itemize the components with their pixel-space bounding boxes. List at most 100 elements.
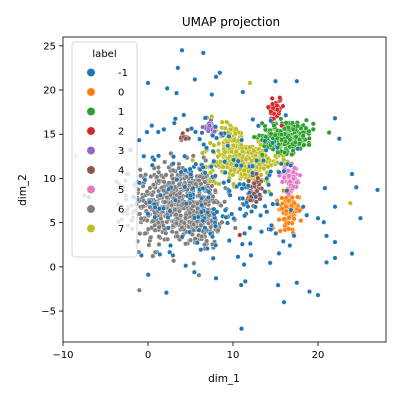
point-label-7 [243, 156, 249, 162]
point-label-6 [196, 272, 202, 278]
point-label--1 [136, 180, 142, 186]
point-label-7 [265, 164, 271, 170]
point-label--1 [235, 254, 241, 260]
point-label--1 [255, 123, 261, 129]
point-label--1 [295, 146, 301, 152]
point-label--1 [349, 171, 355, 177]
plot-frame [62, 36, 387, 343]
point-label-0 [291, 216, 297, 222]
point-label-1 [268, 131, 274, 137]
point-label--1 [239, 137, 245, 143]
point-label--1 [183, 201, 189, 207]
point-label-6 [232, 225, 238, 231]
point-label--1 [152, 204, 158, 210]
point-label-1 [306, 135, 312, 141]
point-label--1 [245, 183, 251, 189]
point-label-7 [207, 178, 213, 184]
point-label--1 [166, 186, 172, 192]
point-label-2 [277, 95, 283, 101]
point-label--1 [229, 211, 235, 217]
point-label-0 [295, 194, 301, 200]
point-label--1 [204, 245, 210, 251]
point-label-6 [152, 227, 158, 233]
point-label-7 [232, 131, 238, 137]
point-label--1 [267, 260, 273, 266]
point-label--1 [199, 130, 205, 136]
point-label--1 [151, 157, 157, 163]
point-label--1 [226, 238, 232, 244]
legend-label-2: 2 [118, 127, 124, 138]
y-tick-label: 25 [43, 41, 56, 52]
point-label--1 [165, 214, 171, 220]
point-label-6 [161, 188, 167, 194]
point-label-1 [278, 116, 284, 122]
point-label--1 [249, 170, 255, 176]
point-label-6 [192, 236, 198, 242]
chart-title: UMAP projection [182, 15, 280, 29]
point-label--1 [145, 80, 151, 86]
point-label--1 [164, 85, 170, 91]
point-label--1 [249, 208, 255, 214]
point-label--1 [231, 216, 237, 222]
x-axis-ticks: −10 0 10 20 [52, 342, 324, 361]
point-label-7 [209, 114, 215, 120]
point-label-6 [193, 181, 199, 187]
point-label--1 [155, 129, 161, 135]
point-label-6 [167, 192, 173, 198]
point-label-6 [177, 213, 183, 219]
point-label--1 [237, 206, 243, 212]
point-label-5 [285, 168, 291, 174]
point-label--1 [157, 251, 163, 257]
point-label-6 [219, 219, 225, 225]
point-label--1 [187, 193, 193, 199]
point-label--1 [238, 163, 244, 169]
point-label-6 [168, 150, 174, 156]
point-label--1 [152, 214, 158, 220]
point-label--1 [200, 185, 206, 191]
point-label-6 [140, 203, 146, 209]
point-label-0 [286, 226, 292, 232]
point-label--1 [270, 140, 276, 146]
point-label-6 [150, 253, 156, 259]
point-label-6 [155, 178, 161, 184]
legend-marker-7 [86, 224, 96, 233]
point-label-7 [251, 148, 257, 154]
y-tick-label: 0 [50, 262, 56, 273]
point-label--1 [264, 175, 270, 181]
point-label-6 [196, 177, 202, 183]
point-label--1 [213, 242, 219, 248]
point-label-6 [177, 190, 183, 196]
point-label-1 [292, 139, 298, 145]
point-label-6 [209, 183, 215, 189]
point-label--1 [173, 90, 179, 96]
point-label-1 [306, 142, 312, 148]
point-label--1 [174, 177, 180, 183]
point-label-5 [291, 175, 297, 181]
point-label-6 [162, 159, 168, 165]
point-label--1 [227, 192, 233, 198]
point-label-6 [162, 199, 168, 205]
point-label-7 [261, 166, 267, 172]
point-label--1 [210, 133, 216, 139]
point-label-2 [270, 101, 276, 107]
point-label--1 [273, 78, 279, 84]
point-label-6 [190, 203, 196, 209]
point-label-6 [152, 249, 158, 255]
point-label-1 [259, 120, 265, 126]
point-label--1 [192, 76, 198, 82]
point-label-6 [147, 204, 153, 210]
point-label-7 [211, 142, 217, 148]
point-label-0 [298, 218, 304, 224]
legend-label-0: 0 [118, 88, 124, 99]
point-label--1 [170, 154, 176, 160]
point-label-1 [290, 126, 296, 132]
point-label--1 [280, 238, 286, 244]
point-label--1 [165, 225, 171, 231]
point-label--1 [201, 141, 207, 147]
point-label--1 [167, 208, 173, 214]
point-label--1 [247, 241, 253, 247]
point-label--1 [141, 153, 147, 159]
point-label-1 [289, 151, 295, 157]
point-label-1 [300, 133, 306, 139]
point-label--1 [242, 213, 248, 219]
